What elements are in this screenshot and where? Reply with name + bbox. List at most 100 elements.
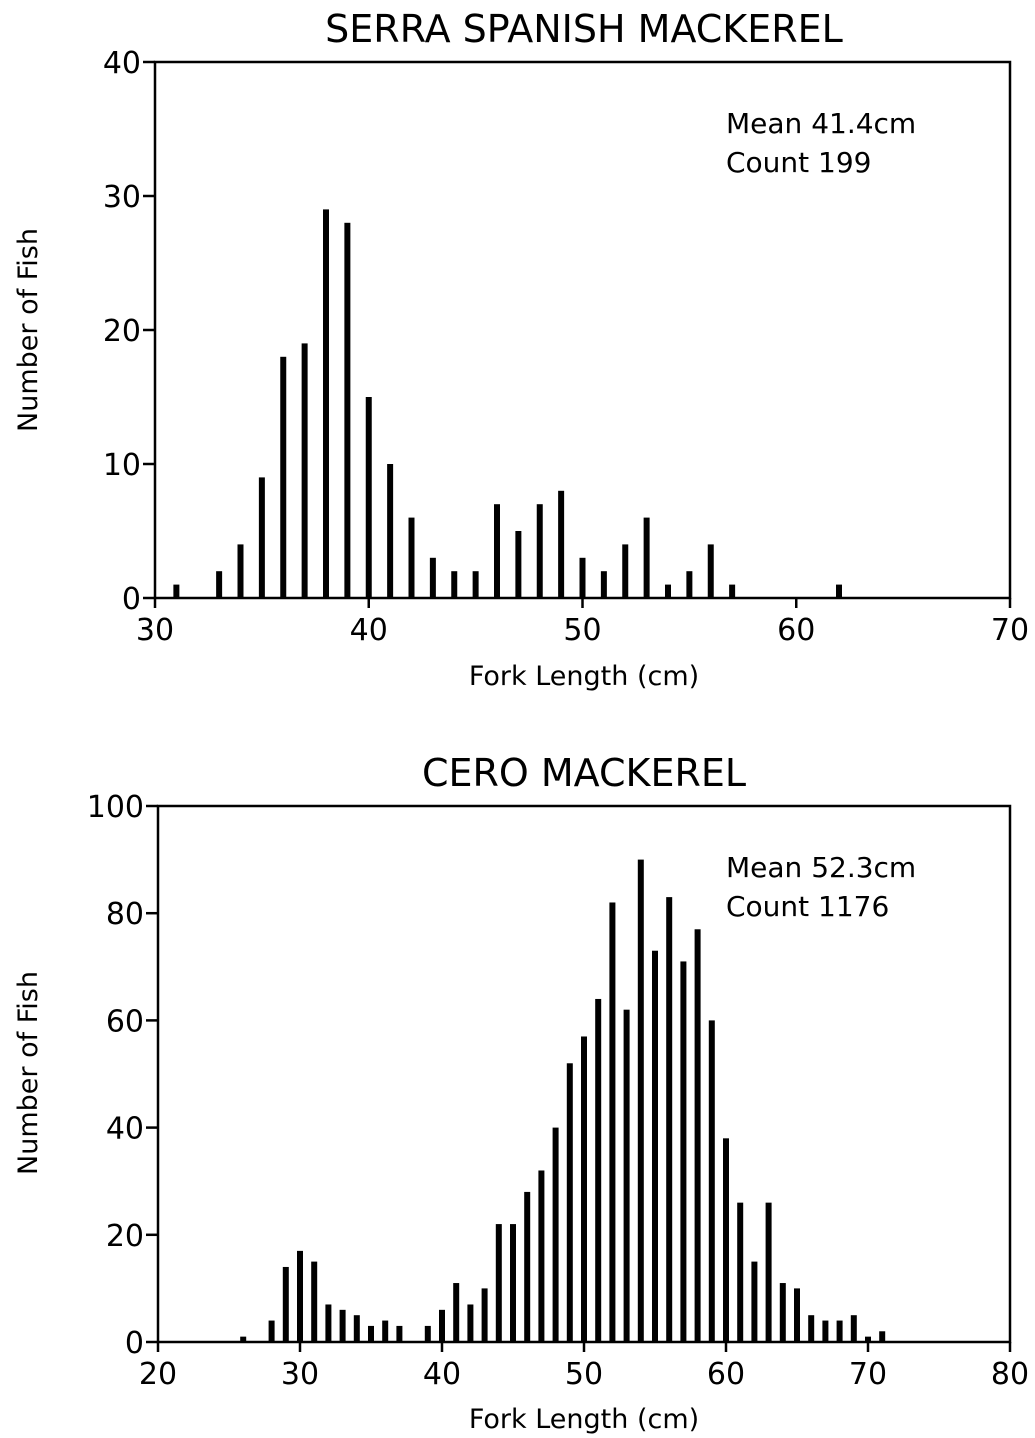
bar xyxy=(524,1191,531,1342)
bar xyxy=(879,1331,886,1342)
x-axis-label: Fork Length (cm) xyxy=(469,661,699,692)
chart-title: SERRA SPANISH MACKEREL xyxy=(325,7,843,51)
mean-annotation: Mean 41.4cm xyxy=(726,107,916,140)
bar xyxy=(665,584,671,598)
x-tick-label: 40 xyxy=(350,613,388,648)
bar xyxy=(765,1202,772,1342)
bar xyxy=(495,1224,502,1342)
bar xyxy=(579,557,586,598)
bar xyxy=(552,1127,559,1342)
bar xyxy=(494,504,500,598)
bar xyxy=(439,1309,445,1342)
y-tick-label: 10 xyxy=(103,448,141,483)
bar xyxy=(536,504,543,598)
x-tick-label: 50 xyxy=(563,613,601,648)
bar xyxy=(515,531,522,598)
bar xyxy=(737,1202,744,1342)
bar xyxy=(408,517,415,598)
x-tick-label: 50 xyxy=(565,1357,603,1392)
y-tick-label: 60 xyxy=(106,1004,144,1039)
x-tick-label: 30 xyxy=(281,1357,319,1392)
x-tick-label: 80 xyxy=(991,1357,1029,1392)
bar xyxy=(301,343,308,598)
bar xyxy=(680,961,687,1342)
x-tick-label: 70 xyxy=(991,613,1029,648)
x-tick-label: 20 xyxy=(139,1357,177,1392)
bar xyxy=(708,1020,715,1342)
plot-area: 0 10 20 30 40 30 40 50 60 70 xyxy=(103,46,1029,648)
bar xyxy=(850,1315,857,1342)
bar xyxy=(268,1320,275,1342)
x-tick-label: 70 xyxy=(849,1357,887,1392)
y-axis-label: Number of Fish xyxy=(13,971,44,1175)
bar xyxy=(216,571,223,598)
bar xyxy=(623,1009,630,1342)
bar xyxy=(467,1304,474,1342)
y-tick-label: 20 xyxy=(103,314,141,349)
bar xyxy=(481,1288,488,1342)
bar xyxy=(794,1288,800,1342)
bar xyxy=(538,1170,545,1342)
bar xyxy=(609,902,616,1342)
y-axis-label: Number of Fish xyxy=(13,228,44,432)
y-tick-label: 40 xyxy=(103,46,141,81)
bar xyxy=(686,571,693,598)
y-tick-label: 80 xyxy=(106,897,144,932)
bar xyxy=(280,356,287,598)
bar xyxy=(865,1336,871,1342)
y-tick-label: 40 xyxy=(106,1112,144,1147)
bar xyxy=(836,584,842,598)
bar xyxy=(429,557,436,598)
bar xyxy=(694,929,701,1342)
y-tick-label: 20 xyxy=(106,1219,144,1254)
bar xyxy=(558,490,565,598)
bar xyxy=(344,222,351,599)
count-annotation: Count 1176 xyxy=(726,890,889,923)
bar xyxy=(779,1283,786,1342)
chart-serra-spanish-mackerel: SERRA SPANISH MACKEREL Number of Fish Fo… xyxy=(13,7,1029,692)
mean-annotation: Mean 52.3cm xyxy=(726,851,916,884)
x-tick-label: 60 xyxy=(777,613,815,648)
bar xyxy=(323,209,329,598)
x-tick-label: 40 xyxy=(423,1357,461,1392)
bar xyxy=(368,1325,374,1342)
bar xyxy=(365,397,372,598)
y-tick-label: 30 xyxy=(103,180,141,215)
bar xyxy=(240,1336,247,1342)
bar xyxy=(311,1261,318,1342)
y-tick-label: 0 xyxy=(125,1326,144,1361)
bar xyxy=(808,1315,815,1342)
bar xyxy=(282,1266,289,1342)
bar xyxy=(643,517,650,598)
bar xyxy=(258,477,265,598)
bar xyxy=(382,1320,389,1342)
bar xyxy=(453,1283,460,1342)
y-tick-label: 100 xyxy=(87,790,144,825)
chart-cero-mackerel: CERO MACKEREL Number of Fish Fork Length… xyxy=(13,751,1029,1435)
bar xyxy=(566,1063,573,1342)
bar xyxy=(822,1320,829,1342)
bar xyxy=(666,897,673,1342)
bar xyxy=(707,544,714,598)
bar xyxy=(451,571,458,598)
bar xyxy=(836,1320,843,1342)
bar xyxy=(396,1325,403,1342)
count-annotation: Count 199 xyxy=(726,146,872,179)
bar xyxy=(353,1315,360,1342)
bar xyxy=(472,571,479,598)
bar xyxy=(622,544,629,598)
bar xyxy=(637,859,644,1342)
x-tick-label: 60 xyxy=(707,1357,745,1392)
bar xyxy=(297,1250,303,1342)
bar xyxy=(339,1309,346,1342)
bar xyxy=(387,464,394,598)
bar xyxy=(237,544,244,598)
bar xyxy=(510,1224,516,1342)
bar xyxy=(595,998,602,1342)
bar xyxy=(424,1325,431,1342)
bar xyxy=(600,571,607,598)
chart-title: CERO MACKEREL xyxy=(422,751,746,795)
x-tick-label: 30 xyxy=(136,613,174,648)
y-tick-label: 0 xyxy=(122,582,141,617)
